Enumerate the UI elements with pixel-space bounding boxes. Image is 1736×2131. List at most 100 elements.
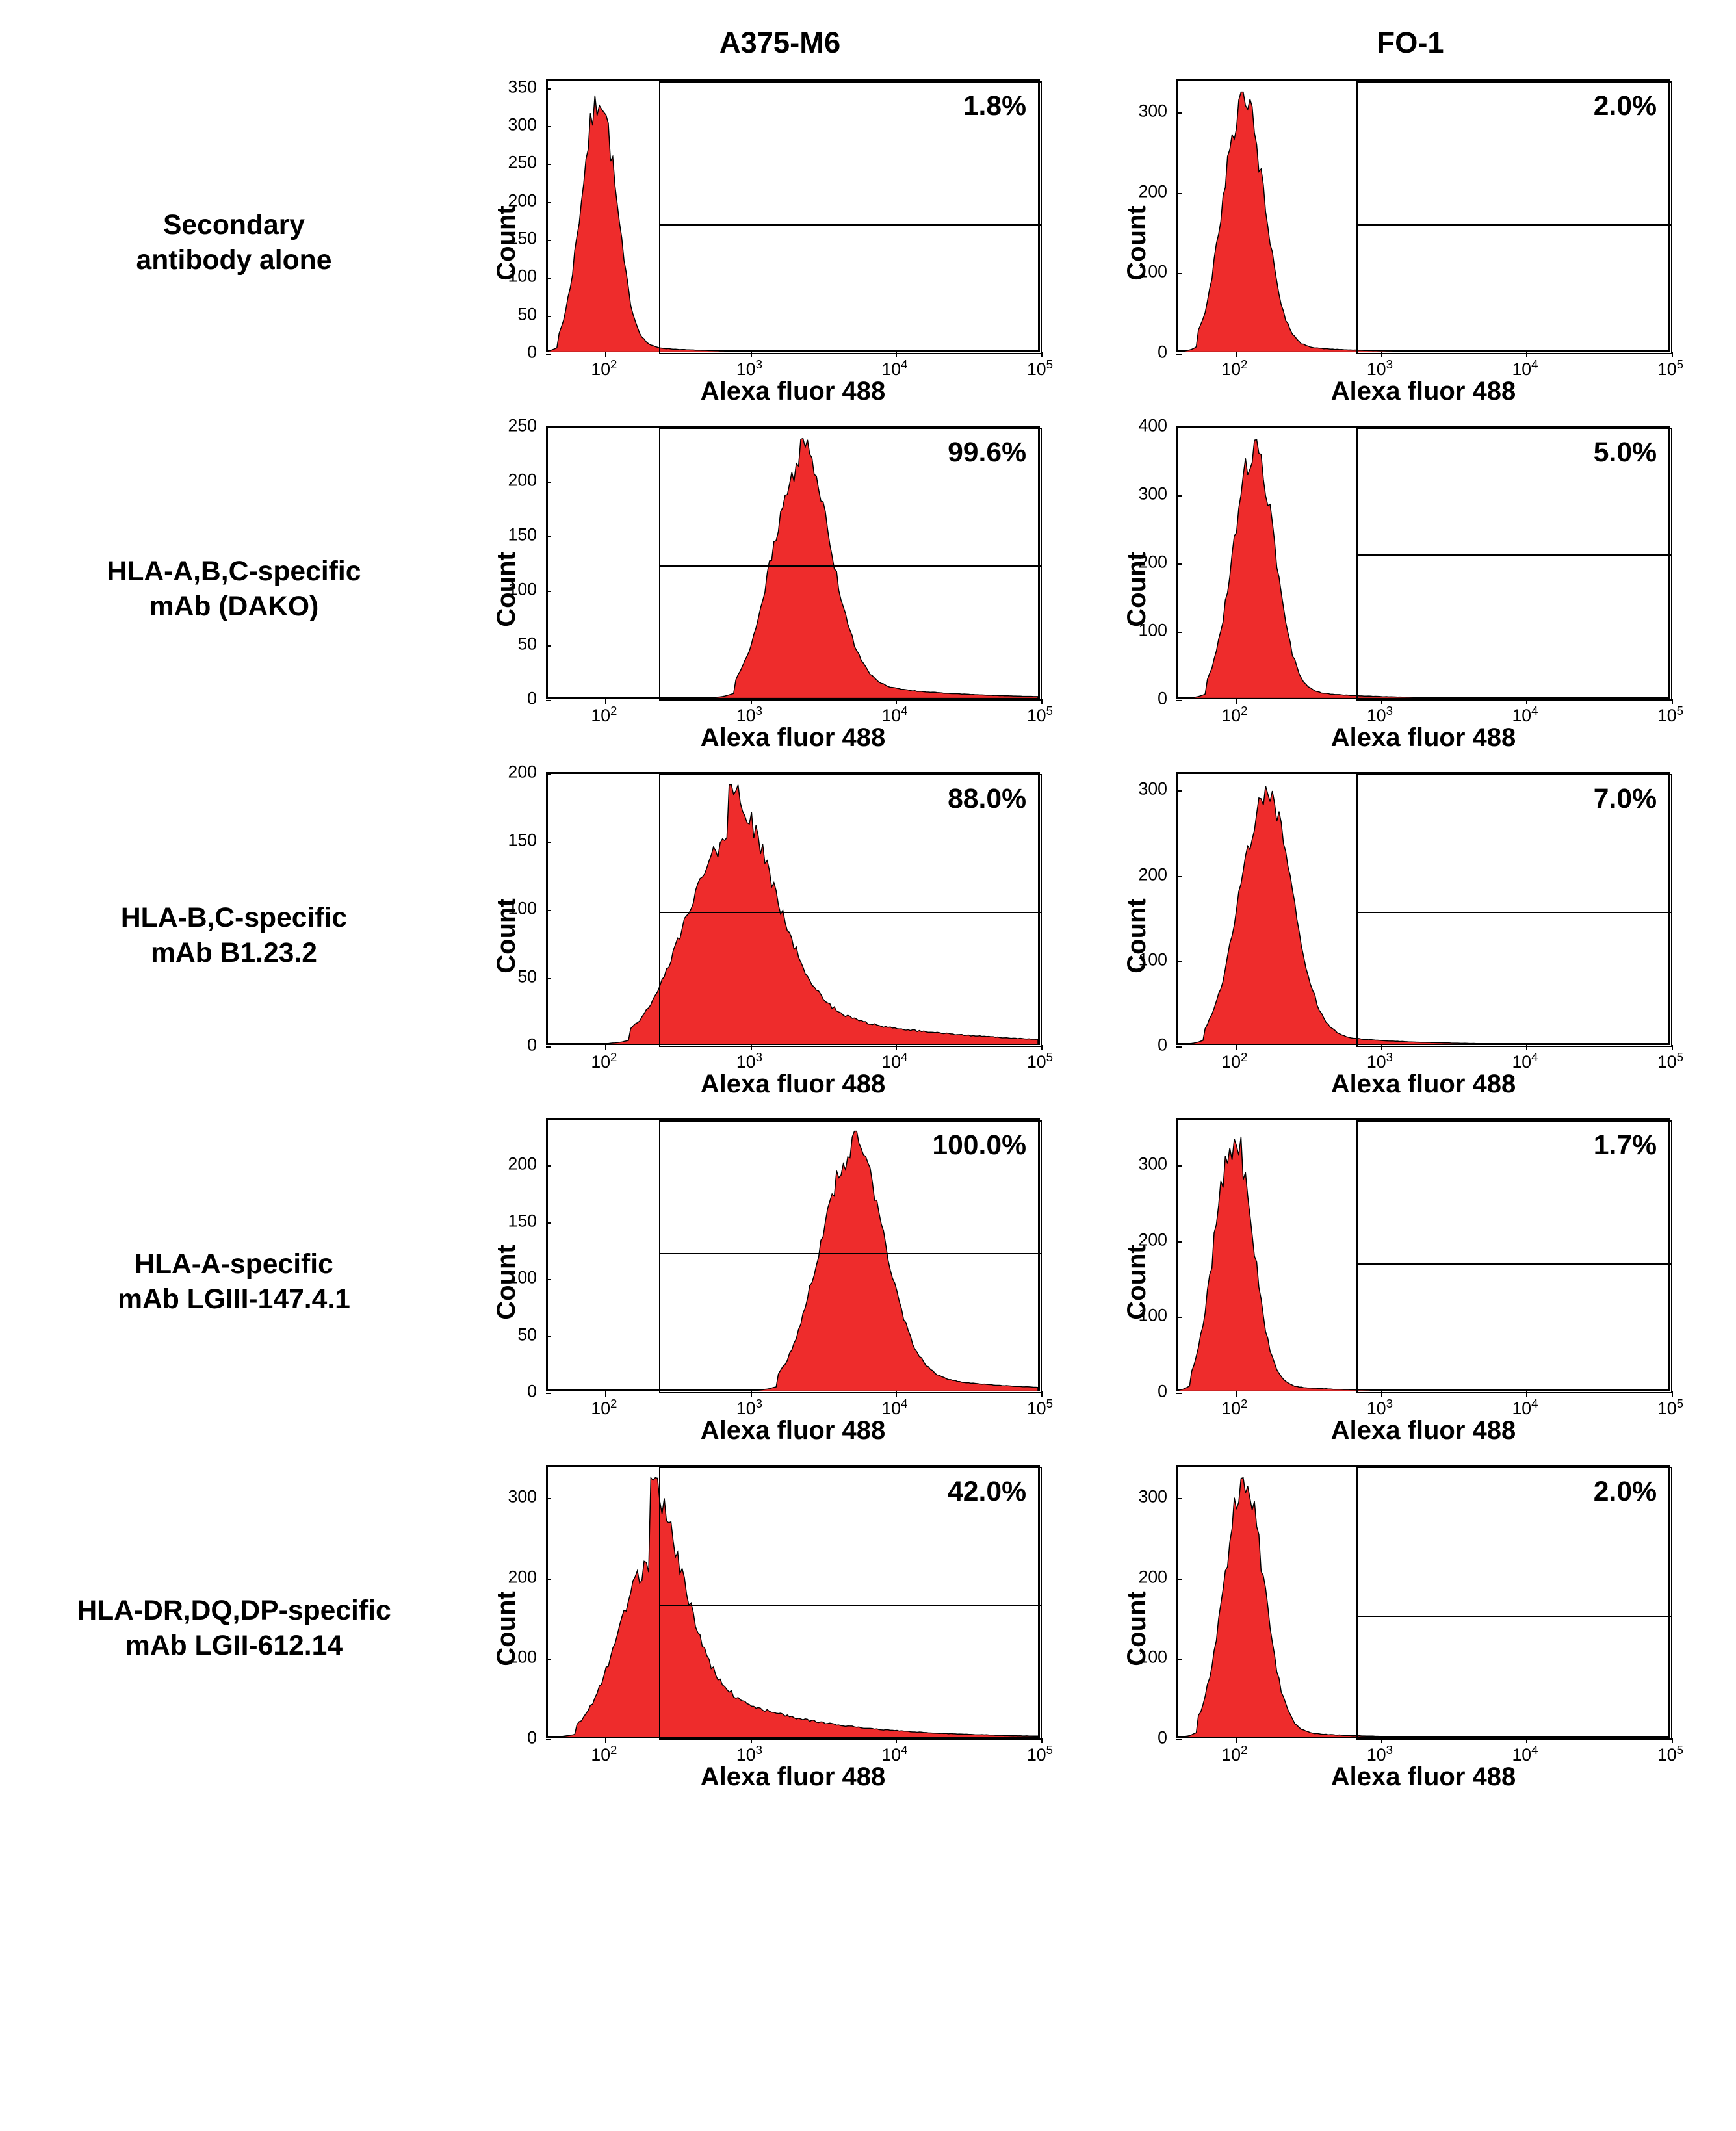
x-tick-mark	[751, 1738, 752, 1743]
y-axis-label: Count	[1122, 1245, 1152, 1319]
gate-percentage: 2.0%	[1594, 1476, 1657, 1508]
x-tick-mark	[1236, 1391, 1237, 1397]
flow-panel: 01002003007.0%Count102103104105Alexa flu…	[1176, 772, 1703, 1099]
gate-midline	[1358, 1616, 1671, 1617]
x-tick-mark	[1526, 352, 1527, 357]
gate-percentage: 5.0%	[1594, 437, 1657, 469]
y-tick-label: 200	[495, 762, 542, 782]
y-tick-mark	[1176, 1498, 1182, 1499]
x-tick-mark	[1526, 1391, 1527, 1397]
flow-panel: 01002003002.0%Count102103104105Alexa flu…	[1176, 79, 1703, 406]
grid-cell: 01002003004005.0%Count102103104105Alexa …	[1118, 426, 1703, 753]
flow-panel: 010020030042.0%Count102103104105Alexa fl…	[546, 1465, 1072, 1792]
flow-panel: 01002003001.7%Count102103104105Alexa flu…	[1176, 1118, 1703, 1445]
x-tick-mark	[1381, 699, 1382, 704]
x-tick-mark	[1041, 352, 1043, 357]
plot-area: 99.6%	[546, 426, 1040, 699]
gate-region	[659, 81, 1042, 354]
x-tick-mark	[1526, 1738, 1527, 1743]
x-tick-mark	[1672, 352, 1673, 357]
x-tick-mark	[1236, 1738, 1237, 1743]
row-label: Secondaryantibody alone	[26, 208, 442, 278]
x-tick-label: 102	[1221, 704, 1247, 726]
y-tick-mark	[546, 1222, 551, 1224]
y-tick-mark	[1176, 1659, 1182, 1660]
x-axis-label: Alexa fluor 488	[546, 723, 1040, 753]
y-tick-mark	[1176, 632, 1182, 633]
y-tick-mark	[546, 278, 551, 279]
x-axis-ticks: 102103104105	[546, 1050, 1040, 1070]
y-tick-label: 300	[1126, 101, 1172, 122]
gate-region	[1356, 81, 1672, 354]
y-tick-label: 200	[495, 1567, 542, 1587]
x-tick-mark	[605, 699, 606, 704]
gate-region	[659, 1120, 1042, 1393]
y-tick-label: 200	[1126, 181, 1172, 201]
x-tick-label: 104	[881, 1397, 907, 1419]
y-tick-mark	[546, 536, 551, 537]
y-tick-label: 150	[495, 1211, 542, 1231]
y-tick-mark	[1176, 1579, 1182, 1580]
y-tick-mark	[1176, 273, 1182, 274]
gate-midline	[660, 1605, 1041, 1606]
grid-cell: 01002003002.0%Count102103104105Alexa flu…	[1118, 1465, 1703, 1792]
y-tick-mark	[1176, 1393, 1182, 1394]
gate-percentage: 1.8%	[963, 90, 1026, 122]
x-tick-label: 102	[591, 1743, 617, 1765]
x-tick-label: 105	[1657, 357, 1683, 380]
x-tick-label: 103	[736, 1397, 762, 1419]
flow-panel: 01002003002.0%Count102103104105Alexa flu…	[1176, 1465, 1703, 1792]
x-tick-label: 103	[736, 1050, 762, 1072]
x-tick-mark	[1236, 699, 1237, 704]
y-tick-label: 300	[1126, 1154, 1172, 1174]
y-axis-label: Count	[492, 552, 521, 626]
x-tick-mark	[751, 1391, 752, 1397]
x-tick-label: 102	[1221, 1397, 1247, 1419]
x-axis-ticks: 102103104105	[1176, 1050, 1670, 1070]
y-axis-label: Count	[492, 898, 521, 973]
x-axis-ticks: 102103104105	[546, 704, 1040, 723]
row-label: HLA-A-specificmAb LGIII-147.4.1	[26, 1247, 442, 1317]
x-tick-mark	[1381, 1045, 1382, 1050]
gate-region	[659, 428, 1042, 701]
x-tick-mark	[1236, 1045, 1237, 1050]
figure-root: A375-M6FO-1Secondaryantibody alone050100…	[0, 0, 1736, 1818]
gate-percentage: 99.6%	[948, 437, 1026, 469]
flow-panel: 01002003004005.0%Count102103104105Alexa …	[1176, 426, 1703, 753]
x-tick-label: 105	[1657, 704, 1683, 726]
y-tick-label: 200	[495, 1154, 542, 1174]
y-tick-mark	[546, 202, 551, 203]
x-axis-ticks: 102103104105	[1176, 1743, 1670, 1763]
y-tick-mark	[546, 354, 551, 355]
x-tick-label: 103	[736, 357, 762, 380]
x-tick-label: 104	[881, 704, 907, 726]
y-tick-mark	[546, 591, 551, 592]
x-tick-mark	[1672, 1391, 1673, 1397]
x-tick-label: 103	[1367, 1397, 1393, 1419]
x-tick-label: 102	[591, 357, 617, 380]
x-tick-label: 105	[1027, 1743, 1053, 1765]
y-tick-mark	[1176, 354, 1182, 355]
flow-panel: 050100150200100.0%Count102103104105Alexa…	[546, 1118, 1072, 1445]
x-tick-label: 104	[1512, 1743, 1538, 1765]
y-tick-mark	[1176, 1165, 1182, 1167]
y-tick-label: 200	[495, 471, 542, 491]
x-tick-label: 104	[1512, 1050, 1538, 1072]
gate-percentage: 100.0%	[932, 1130, 1026, 1161]
x-tick-label: 102	[591, 1397, 617, 1419]
x-tick-label: 103	[1367, 1743, 1393, 1765]
x-tick-label: 103	[1367, 357, 1393, 380]
y-tick-label: 50	[495, 304, 542, 324]
plot-area: 88.0%	[546, 772, 1040, 1045]
grid-cell: 050100150200100.0%Count102103104105Alexa…	[487, 1118, 1072, 1445]
x-axis-label: Alexa fluor 488	[546, 377, 1040, 406]
x-tick-mark	[605, 1391, 606, 1397]
y-tick-mark	[1176, 193, 1182, 194]
flow-panel: 05010015020025099.6%Count102103104105Ale…	[546, 426, 1072, 753]
y-tick-mark	[546, 645, 551, 647]
y-tick-label: 50	[495, 1324, 542, 1345]
panel-grid: A375-M6FO-1Secondaryantibody alone050100…	[26, 26, 1710, 1792]
y-tick-mark	[546, 1498, 551, 1499]
column-header: A375-M6	[487, 26, 1072, 60]
x-tick-mark	[751, 352, 752, 357]
